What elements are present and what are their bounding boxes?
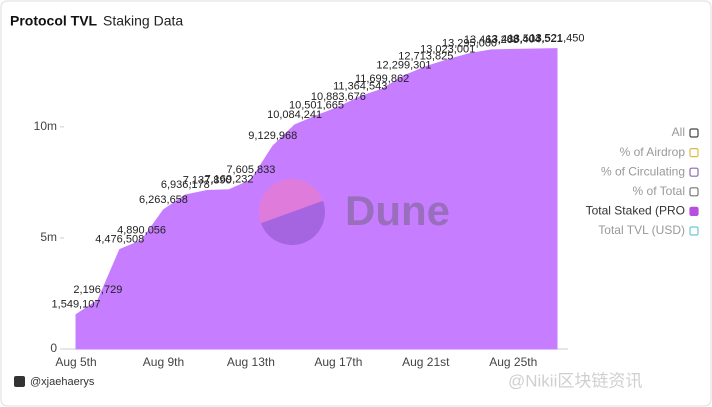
x-tick-label: Aug 21st — [402, 355, 450, 369]
data-label: 11,699,862 — [355, 73, 409, 85]
legend-label: % of Total — [633, 184, 685, 198]
chart-title: Protocol TVL — [10, 13, 98, 29]
legend-label: Total TVL (USD) — [598, 223, 685, 237]
data-label: 13,521,450 — [529, 33, 584, 45]
legend-checkbox[interactable] — [689, 206, 699, 216]
data-label: 4,476,508 — [95, 233, 144, 245]
data-label: 6,263,658 — [139, 194, 188, 206]
data-label: 10,883,676 — [311, 91, 366, 103]
x-tick-label: Aug 5th — [55, 355, 96, 369]
legend-checkbox[interactable] — [689, 187, 699, 197]
x-tick-label: Aug 9th — [143, 355, 184, 369]
x-tick-label: Aug 17th — [314, 355, 362, 369]
data-label: 9,129,968 — [248, 130, 297, 142]
data-label: 13,463,208 — [464, 34, 519, 46]
data-label: 12,713,825 — [398, 50, 453, 62]
x-tick-label: Aug 25th — [489, 355, 537, 369]
data-label: 13,503,521 — [508, 33, 563, 45]
data-label: 1,549,107 — [52, 298, 101, 310]
y-tick-label: 0 — [50, 341, 57, 355]
data-label: 13,295,000 — [442, 38, 497, 50]
legend-checkbox[interactable] — [689, 226, 699, 236]
legend-label: % of Circulating — [601, 164, 685, 178]
legend-label: % of Airdrop — [620, 145, 686, 159]
data-label: 7,605,833 — [226, 164, 275, 176]
x-tick-label: Aug 13th — [227, 355, 275, 369]
legend-checkbox[interactable] — [689, 167, 699, 177]
data-label: 10,501,665 — [289, 100, 344, 112]
legend-label: All — [672, 125, 685, 139]
legend-checkbox[interactable] — [689, 148, 699, 158]
dune-logo: Dune — [259, 179, 450, 245]
y-tick-label: 10m — [34, 119, 57, 133]
author-icon — [14, 376, 25, 387]
y-tick-label: 5m — [40, 230, 57, 244]
data-label: 2,196,729 — [73, 284, 122, 296]
watermark: @Nikii区块链资讯 — [508, 371, 642, 390]
data-label: 7,169,232 — [205, 174, 254, 186]
data-label: 11,364,543 — [333, 80, 387, 92]
data-label: 13,023,001 — [420, 44, 475, 56]
data-label: 7,137,890 — [183, 174, 232, 186]
data-label: 10,084,241 — [267, 109, 322, 121]
legend-label: Total Staked (PRO — [586, 204, 685, 218]
data-label: 6,936,178 — [161, 179, 210, 191]
chart-subtitle: Staking Data — [103, 13, 183, 29]
data-label: 12,299,301 — [376, 60, 431, 72]
logo-text: Dune — [345, 187, 450, 234]
data-label: 13,488,404 — [486, 33, 541, 45]
legend-checkbox[interactable] — [689, 128, 699, 138]
data-label: 4,890,056 — [117, 224, 166, 236]
author: @xjaehaerys — [30, 376, 95, 388]
